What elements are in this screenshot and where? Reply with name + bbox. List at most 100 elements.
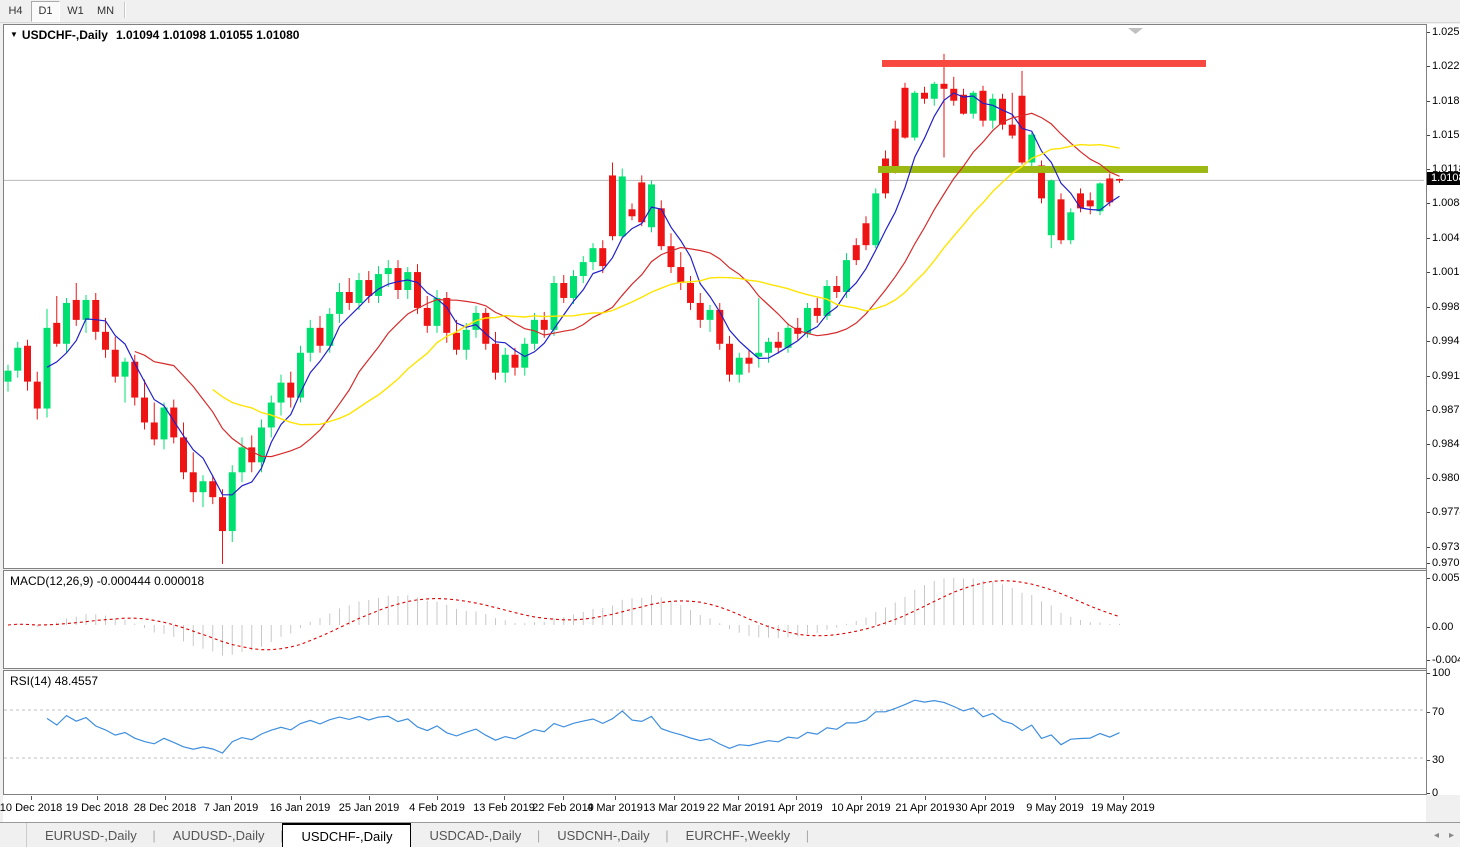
time-axis-label: 13 Mar 2019 <box>643 802 705 814</box>
price-axis[interactable]: 1.01080 1.02560 1.02220 1.01870 1.01530 1.01… <box>1426 24 1460 799</box>
chart-tab-bar: EURUSD-,Daily|AUDUSD-,Daily|USDCHF-,Dail… <box>0 822 1460 847</box>
macd-canvas[interactable] <box>4 571 1424 666</box>
macd-axis-label: 0.00597 <box>1432 572 1460 584</box>
axis-tick <box>1427 375 1430 377</box>
price-axis-label: 0.99110 <box>1432 369 1460 382</box>
time-axis-label: 13 Feb 2019 <box>473 802 535 814</box>
axis-tick <box>1427 238 1430 240</box>
axis-tick <box>1427 660 1430 661</box>
time-axis-tick <box>563 796 564 800</box>
chart-tab-usdcad[interactable]: USDCAD-,Daily | <box>429 828 541 843</box>
macd-axis-label: -0.00424 <box>1432 654 1460 666</box>
axis-tick <box>1427 444 1430 446</box>
timeframe-toolbar: H4 D1 W1 MN <box>0 0 1460 23</box>
rsi-canvas[interactable] <box>4 671 1424 792</box>
chart-tab-eurchf[interactable]: EURCHF-,Weekly | <box>685 828 810 843</box>
rsi-label: RSI(14) 48.4557 <box>10 674 99 688</box>
axis-tick <box>1427 760 1430 761</box>
axis-tick <box>1427 793 1430 794</box>
toolbar-separator <box>124 1 126 18</box>
price-axis-label: 1.01180 <box>1432 163 1460 176</box>
axis-tick <box>1427 409 1430 411</box>
time-axis-label: 28 Dec 2018 <box>133 802 197 814</box>
time-axis-label: 10 Dec 2018 <box>0 802 63 814</box>
tab-separator: | <box>536 828 541 843</box>
chart-tab-eurusd[interactable]: EURUSD-,Daily | <box>45 828 156 843</box>
time-axis-label: 10 Apr 2019 <box>831 802 891 814</box>
axis-tick <box>1427 272 1430 274</box>
macd-values: -0.000444 0.000018 <box>96 574 205 588</box>
time-axis-tick <box>1123 796 1124 800</box>
time-axis-tick <box>31 796 32 800</box>
axis-tick <box>1427 203 1430 205</box>
tab-separator: | <box>665 828 669 843</box>
tab-scrollbar: ◂ ▸ <box>1434 823 1460 847</box>
time-axis-tick <box>504 796 505 800</box>
tab-separator: | <box>280 828 283 843</box>
price-axis-label: 0.97740 <box>1432 506 1460 519</box>
chart-tab-audusd[interactable]: AUDUSD-,Daily| <box>155 823 284 847</box>
axis-tick <box>1427 512 1430 514</box>
price-axis-label: 0.98420 <box>1432 438 1460 451</box>
rsi-axis-label: 30 <box>1432 754 1445 766</box>
time-axis-tick <box>985 796 986 800</box>
rsi-axis-label: 0 <box>1432 787 1439 799</box>
time-axis-tick <box>674 796 675 800</box>
price-chart-canvas[interactable] <box>4 25 1424 566</box>
time-axis-tick <box>300 796 301 800</box>
price-axis-label: 1.02560 <box>1432 26 1460 38</box>
axis-tick <box>1427 100 1430 102</box>
price-axis-label: 1.01530 <box>1432 128 1460 141</box>
timeframe-button-h4[interactable]: H4 <box>1 1 30 22</box>
time-axis-label: 9 May 2019 <box>1026 802 1084 814</box>
axis-tick <box>1427 340 1430 342</box>
timeframe-button-d1[interactable]: D1 <box>31 1 60 22</box>
axis-tick <box>1427 32 1430 33</box>
chart-shift-marker-icon[interactable] <box>1128 28 1143 34</box>
axis-tick <box>1427 169 1430 171</box>
time-axis-tick <box>615 796 616 800</box>
time-axis-label: 22 Mar 2019 <box>707 802 769 814</box>
tabbar-spacer <box>0 823 27 847</box>
time-axis-tick <box>1055 796 1056 800</box>
time-axis-label: 22 Feb 2019 <box>532 802 594 814</box>
axis-tick <box>1427 578 1430 579</box>
price-axis-label: 0.98770 <box>1432 403 1460 416</box>
chart-tab-usdcnh[interactable]: USDCNH-,Daily | <box>557 828 669 843</box>
chart-tab-usdchf[interactable]: USDCHF-,Daily <box>282 823 412 847</box>
axis-tick <box>1427 478 1430 480</box>
price-axis-label: 0.98080 <box>1432 472 1460 485</box>
chart-title: ▼ USDCHF-,Daily 1.01094 1.01098 1.01055 1.… <box>10 28 299 42</box>
timeframe-button-w1[interactable]: W1 <box>61 1 90 22</box>
time-axis-tick <box>738 796 739 800</box>
price-axis-label: 1.00490 <box>1432 232 1460 245</box>
chevron-down-icon[interactable]: ▼ <box>10 30 18 39</box>
time-axis-tick <box>231 796 232 800</box>
macd-indicator-panel[interactable]: MACD(12,26,9) -0.000444 0.000018 <box>3 570 1427 669</box>
price-axis-label: 0.99800 <box>1432 300 1460 313</box>
axis-tick <box>1427 65 1430 67</box>
price-axis-label: 0.97390 <box>1432 540 1460 553</box>
time-axis-tick <box>369 796 370 800</box>
time-axis-label: 4 Feb 2019 <box>409 802 465 814</box>
price-chart-panel[interactable]: ▼ USDCHF-,Daily 1.01094 1.01098 1.01055 1.… <box>3 24 1427 569</box>
axis-tick <box>1427 563 1430 564</box>
time-axis-tick <box>861 796 862 800</box>
timeframe-button-mn[interactable]: MN <box>91 1 120 22</box>
time-axis-label: 21 Apr 2019 <box>895 802 955 814</box>
time-axis-label: 1 Apr 2019 <box>769 802 823 814</box>
time-axis[interactable]: 10 Dec 2018 19 Dec 2018 28 Dec 2018 7 Jan 2… <box>0 795 1426 822</box>
tab-separator: | <box>805 828 810 843</box>
time-axis-label: 19 Dec 2018 <box>65 802 129 814</box>
price-axis-label: 1.00840 <box>1432 197 1460 210</box>
tab-scroll-right-icon[interactable]: ▸ <box>1448 830 1454 841</box>
axis-tick <box>1427 712 1430 713</box>
time-axis-label: 30 Apr 2019 <box>955 802 1015 814</box>
rsi-value: 48.4557 <box>54 674 99 688</box>
tab-scroll-left-icon[interactable]: ◂ <box>1433 830 1439 841</box>
price-axis-label: 1.02220 <box>1432 59 1460 72</box>
rsi-indicator-panel[interactable]: RSI(14) 48.4557 <box>3 670 1427 795</box>
chart-ohlc-values: 1.01094 1.01098 1.01055 1.01080 <box>115 28 300 42</box>
time-axis-label: 25 Jan 2019 <box>338 802 400 814</box>
